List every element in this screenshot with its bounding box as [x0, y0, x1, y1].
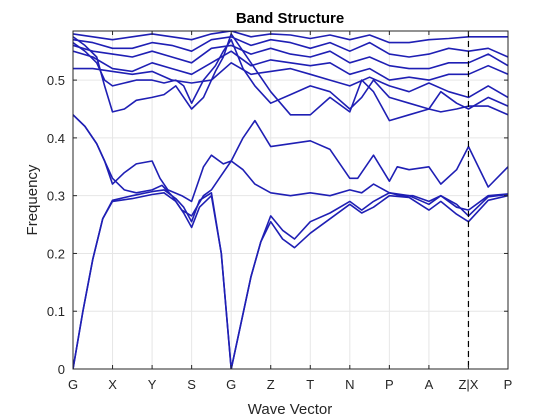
- x-tick-labels: G X Y S G Z T N P A Z|X P: [68, 377, 512, 392]
- x-tick-label: A: [425, 377, 434, 392]
- axes: [72, 30, 509, 370]
- chart-title: Band Structure: [236, 10, 344, 27]
- x-tick-label: P: [385, 377, 394, 392]
- x-axis-title: Wave Vector: [248, 401, 332, 418]
- band-line-9: [73, 44, 508, 70]
- y-tick-labels: 0 0.1 0.2 0.3 0.4 0.5: [47, 73, 65, 377]
- band-line-4: [73, 114, 508, 203]
- band-line-3: [73, 114, 508, 217]
- x-tick-label: G: [68, 377, 78, 392]
- band-line-10: [73, 35, 508, 58]
- x-tick-label: T: [306, 377, 314, 392]
- y-tick-label: 0.3: [47, 189, 65, 204]
- y-axis-title: Frequency: [24, 164, 41, 235]
- band-lines: [73, 31, 508, 369]
- axes-box: [72, 30, 509, 370]
- x-tick-label: Z|X: [458, 377, 478, 392]
- x-tick-label: S: [187, 377, 196, 392]
- x-tick-label: G: [226, 377, 236, 392]
- y-tick-label: 0: [58, 362, 65, 377]
- x-tick-label: X: [108, 377, 117, 392]
- x-tick-label: P: [504, 377, 513, 392]
- y-tick-label: 0.1: [47, 304, 65, 319]
- y-tick-label: 0.5: [47, 73, 65, 88]
- plot-area: [73, 31, 508, 369]
- band-line-11: [73, 31, 508, 44]
- band-line-6: [73, 38, 508, 110]
- y-tick-label: 0.2: [47, 246, 65, 261]
- band-line-2: [73, 189, 508, 369]
- x-tick-label: N: [345, 377, 354, 392]
- band-line-8: [73, 50, 508, 81]
- x-tick-label: Z: [267, 377, 275, 392]
- band-line-7: [73, 61, 508, 99]
- y-tick-label: 0.4: [47, 131, 65, 146]
- x-tick-label: Y: [148, 377, 157, 392]
